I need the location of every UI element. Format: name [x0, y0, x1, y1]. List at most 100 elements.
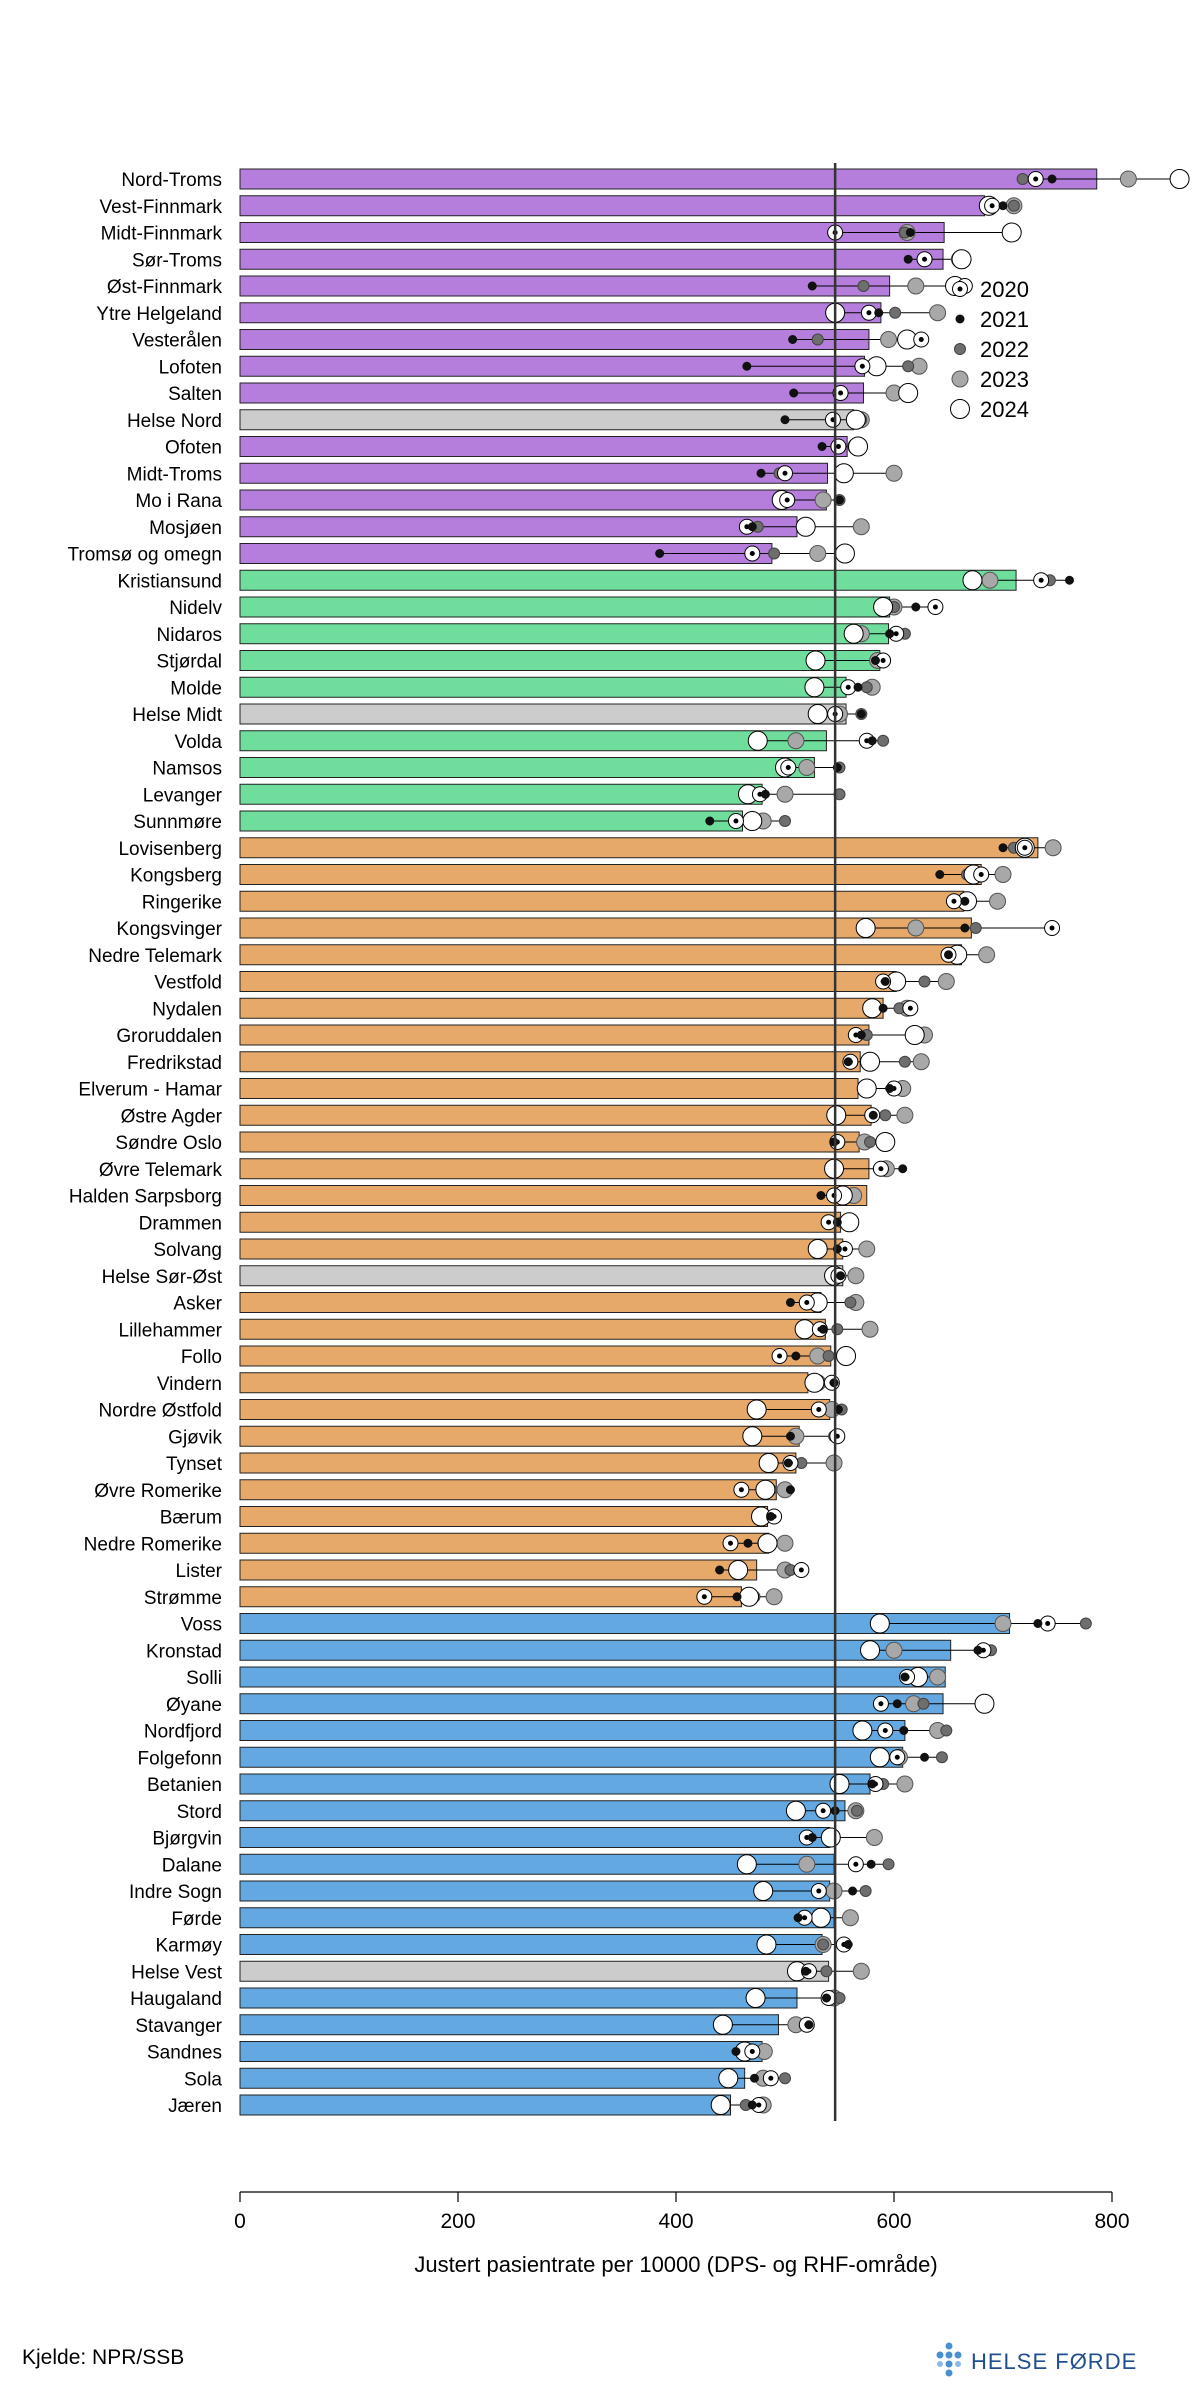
marker-2023 — [937, 973, 955, 990]
bar — [239, 864, 982, 885]
category-label: Asker — [173, 1294, 222, 1315]
marker-2023 — [858, 1240, 876, 1258]
category-label: Kristiansund — [117, 571, 222, 592]
marker-2022 — [1016, 173, 1029, 185]
marker-2021 — [867, 736, 877, 746]
marker-2021 — [715, 1565, 725, 1575]
marker-2023 — [994, 1615, 1012, 1632]
marker-2022 — [831, 1323, 844, 1336]
marker-2024 — [1169, 169, 1190, 189]
bar — [239, 462, 829, 484]
category-label: Gjøvik — [168, 1427, 222, 1448]
category-label: Vest-Finnmark — [100, 197, 223, 218]
category-label: Mo i Rana — [135, 491, 222, 512]
marker-2023 — [907, 277, 925, 295]
marker-2024 — [869, 1613, 890, 1634]
marker-2022 — [811, 333, 824, 346]
x-tick-label: 800 — [1094, 2210, 1129, 2233]
marker-2023 — [907, 919, 925, 937]
marker-2024 — [758, 1453, 779, 1473]
marker-2021 — [998, 201, 1008, 211]
bar — [239, 1827, 831, 1848]
bar — [239, 489, 827, 511]
bar — [239, 757, 815, 778]
bar — [239, 1211, 842, 1233]
marker-2021 — [749, 2073, 759, 2083]
bar — [239, 1292, 822, 1313]
marker-2021 — [944, 950, 953, 960]
marker-2024 — [834, 543, 855, 564]
marker-2024 — [807, 704, 828, 724]
bar — [239, 1987, 798, 2009]
category-label: Øst-Finnmark — [107, 277, 223, 298]
bar — [239, 1532, 770, 1554]
bar — [239, 1880, 831, 1902]
bar — [239, 195, 985, 217]
bar — [239, 1800, 846, 1822]
marker-2021 — [843, 1940, 853, 1949]
marker-2024 — [829, 1774, 850, 1794]
legend-marker-2022 — [954, 343, 966, 355]
legend-label: 2021 — [980, 307, 1029, 332]
marker-2021 — [742, 361, 752, 371]
marker-2024 — [736, 1854, 757, 1875]
marker-2023 — [776, 1534, 794, 1552]
logo-cross-icon — [936, 2342, 962, 2377]
marker-2021 — [905, 228, 915, 237]
category-label: Nordfjord — [144, 1722, 222, 1743]
marker-2022 — [918, 975, 931, 988]
category-label: Nydalen — [152, 999, 222, 1020]
marker-2024 — [873, 597, 894, 617]
category-label: Sola — [184, 2069, 222, 2090]
marker-2021 — [785, 1298, 795, 1307]
logo-text: HELSE FØRDE — [971, 2349, 1138, 2374]
marker-2024 — [742, 811, 763, 831]
bar — [239, 837, 1039, 859]
category-label: Solli — [186, 1668, 222, 1689]
helse-forde-logo: HELSE FØRDE — [935, 2342, 1137, 2382]
marker-2021 — [766, 1512, 776, 1521]
category-label: Halden Sarpsborg — [69, 1187, 222, 1208]
marker-2024 — [757, 1533, 778, 1554]
marker-2020-dot — [835, 444, 841, 449]
marker-2023 — [978, 946, 996, 964]
marker-2024 — [845, 409, 866, 430]
bar — [239, 1960, 830, 1982]
marker-2023 — [787, 732, 805, 750]
bar — [239, 1158, 870, 1180]
category-label: Lovisenberg — [118, 839, 222, 860]
marker-2023 — [885, 1641, 903, 1659]
category-label: Nidaros — [157, 625, 222, 646]
category-label: Salten — [168, 384, 222, 405]
marker-2024 — [753, 1881, 774, 1901]
marker-2020-dot — [816, 1888, 822, 1894]
marker-2023 — [989, 892, 1007, 910]
marker-2020-dot — [845, 684, 851, 690]
legend-label: 2022 — [980, 337, 1029, 362]
bar — [239, 275, 891, 297]
marker-2022 — [859, 1885, 872, 1897]
category-label: Øvre Romerike — [94, 1481, 222, 1502]
marker-2020-dot — [738, 1487, 744, 1493]
marker-2023 — [798, 1855, 816, 1873]
category-label: Dalane — [162, 1855, 222, 1876]
marker-2021 — [898, 1164, 908, 1174]
x-axis-title: Justert pasientrate per 10000 (DPS- og R… — [414, 2252, 937, 2277]
bar — [239, 676, 847, 698]
marker-2024 — [794, 1319, 815, 1340]
marker-2022 — [864, 1136, 877, 1148]
bar — [239, 1639, 952, 1661]
marker-2021 — [816, 1191, 826, 1200]
bar — [239, 1479, 777, 1501]
marker-2023 — [765, 1588, 783, 1606]
marker-2023 — [865, 1829, 883, 1846]
category-label: Karmøy — [156, 1936, 223, 1957]
marker-2020-dot — [733, 818, 739, 824]
category-label: Namsos — [152, 759, 222, 780]
category-label: Solvang — [153, 1240, 222, 1261]
marker-2020-dot — [880, 658, 886, 663]
marker-2021 — [760, 789, 770, 799]
marker-2024 — [836, 1346, 857, 1366]
category-label: Nord-Troms — [121, 170, 222, 191]
marker-2020-dot — [782, 470, 788, 476]
